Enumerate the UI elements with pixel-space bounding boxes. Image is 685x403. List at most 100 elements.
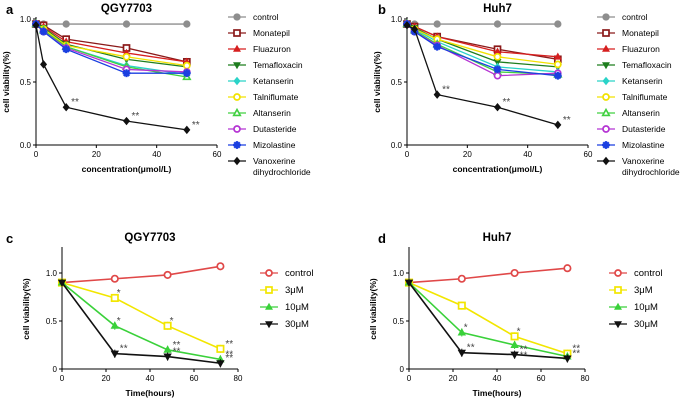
x-tick-label: 80 xyxy=(581,374,590,383)
series-vanoxerine-dihydrochloride xyxy=(403,21,562,130)
series-10-m xyxy=(57,278,225,364)
legend-marker xyxy=(602,93,610,101)
x-tick-label: 0 xyxy=(34,150,39,159)
legend-item: Talniflumate xyxy=(597,92,668,102)
x-tick-label: 0 xyxy=(60,374,65,383)
legend-item: control xyxy=(260,268,314,279)
series-line xyxy=(61,282,221,365)
series-control xyxy=(403,20,562,28)
legend-marker xyxy=(265,286,273,294)
x-axis-label: Time(hours) xyxy=(126,388,175,398)
data-point xyxy=(163,353,172,362)
legend-item: control xyxy=(597,12,648,22)
legend-label: Dutasteride xyxy=(253,124,297,134)
legend-item: Monatepil xyxy=(228,28,290,38)
series-line xyxy=(61,265,221,284)
x-tick-label: 20 xyxy=(92,150,101,159)
panel-letter: a xyxy=(6,2,14,17)
y-tick-label: 0.0 xyxy=(391,141,403,150)
legend-label: Dutasteride xyxy=(622,124,666,134)
data-point xyxy=(554,120,562,130)
y-axis-label: cell viability(%) xyxy=(1,51,11,113)
significance-annotation: ** xyxy=(563,115,571,126)
legend-marker xyxy=(602,156,610,166)
x-axis-label: Time(hours) xyxy=(473,388,522,398)
y-tick-label: 0 xyxy=(400,365,405,374)
legend-label: Temafloxacin xyxy=(622,60,672,70)
legend-label: 10μM xyxy=(285,302,309,313)
legend-item: 30μM xyxy=(609,319,658,330)
legend-marker xyxy=(233,141,241,149)
series-line xyxy=(61,281,221,350)
significance-annotation: ** xyxy=(503,97,511,108)
data-point xyxy=(122,116,131,126)
data-point xyxy=(404,279,414,288)
legend-marker xyxy=(265,269,273,277)
data-point xyxy=(182,69,191,78)
legend-label-line: dihydrochloride xyxy=(622,167,680,177)
data-point xyxy=(122,52,131,61)
data-point xyxy=(457,349,467,358)
series-line xyxy=(35,23,187,74)
data-point xyxy=(433,20,441,28)
legend-marker xyxy=(265,302,273,310)
significance-annotation: ** xyxy=(192,120,200,131)
legend-item: Dutasteride xyxy=(597,124,666,134)
legend-item: Talniflumate xyxy=(228,92,299,102)
significance-annotation: ** xyxy=(467,343,475,354)
data-point xyxy=(510,340,519,348)
x-tick-label: 40 xyxy=(146,374,155,383)
panel-letter: d xyxy=(378,231,386,246)
legend-label: Ketanserin xyxy=(253,76,294,86)
legend-label: Mizolastine xyxy=(622,140,665,150)
data-point xyxy=(433,42,442,51)
legend-marker xyxy=(233,125,241,133)
series-3-m xyxy=(57,278,225,353)
data-point xyxy=(403,21,411,30)
legend-label-line: dihydrochloride xyxy=(253,167,311,177)
series-control xyxy=(404,264,572,287)
legend-item: control xyxy=(609,268,663,279)
series-ketanserin xyxy=(32,19,191,79)
significance-annotation: ** xyxy=(173,347,181,358)
legend-item: Vanoxerine dihydrochloride xyxy=(597,156,680,177)
legend-marker xyxy=(233,44,241,52)
legend-label: Altanserin xyxy=(622,108,660,118)
legend-item: Ketanserin xyxy=(597,76,663,86)
panel-a: a QGY7703 0 20 40 60 0.0 0.5 1.0 concentration(μm… xyxy=(1,2,311,177)
data-point xyxy=(40,60,48,69)
data-point xyxy=(493,102,502,112)
legend-marker xyxy=(233,13,241,21)
legend-item: 3μM xyxy=(260,285,304,296)
x-tick-label: 40 xyxy=(152,150,161,159)
data-point xyxy=(122,20,131,28)
data-point xyxy=(510,332,519,341)
significance-annotation: ** xyxy=(520,350,528,361)
legend-marker xyxy=(614,286,622,294)
y-tick-label: 0.5 xyxy=(20,78,32,87)
legend-item: Mizolastine xyxy=(228,140,296,150)
data-point xyxy=(163,321,172,330)
significance-annotation: ** xyxy=(132,111,140,122)
series-line xyxy=(406,23,558,76)
legend-item: Mizolastine xyxy=(597,140,665,150)
x-tick-label: 40 xyxy=(523,150,532,159)
legend-marker xyxy=(233,76,241,86)
series-line xyxy=(408,282,568,358)
data-point xyxy=(62,20,70,28)
x-tick-label: 60 xyxy=(537,374,546,383)
data-point xyxy=(553,52,562,60)
data-point xyxy=(110,274,119,283)
legend-label: 30μM xyxy=(634,319,658,330)
legend-label: Monatepil xyxy=(253,28,290,38)
legend-label-line: Vanoxerine xyxy=(253,156,296,166)
y-tick-label: 0.5 xyxy=(393,317,405,326)
data-point xyxy=(433,90,441,99)
y-tick-label: 1.0 xyxy=(46,269,58,278)
series-control xyxy=(57,262,225,287)
data-point xyxy=(554,20,562,28)
legend-label: 3μM xyxy=(634,285,653,296)
series-10-m xyxy=(404,278,572,361)
legend-marker xyxy=(614,269,622,277)
legend-item: Vanoxerine dihydrochloride xyxy=(228,156,311,177)
